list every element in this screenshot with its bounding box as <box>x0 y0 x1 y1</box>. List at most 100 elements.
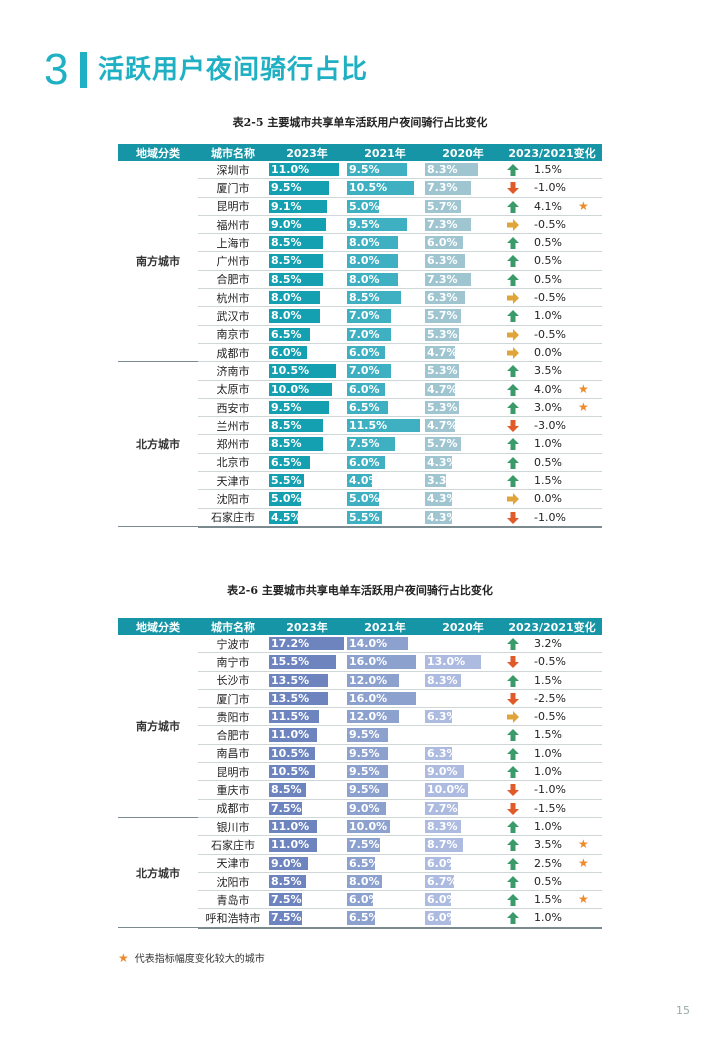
table-row: 长沙市 13.5% 12.0% 8.3% 1.5% <box>118 671 602 690</box>
change-cell: -1.0% <box>502 178 602 198</box>
bar-cell-y2023: 8.5% <box>268 233 346 253</box>
bar-cell-y2020: 6.0% <box>424 233 502 253</box>
change-cell: 1.5% <box>502 161 602 180</box>
bar-fill <box>347 437 395 451</box>
change-cell: -0.5% <box>502 707 602 727</box>
bar-value: 8.3% <box>427 673 458 687</box>
bar-cell-y2020: 7.3% <box>424 215 502 235</box>
bar-value: 4.3% <box>427 492 458 506</box>
bar-fill <box>347 345 385 360</box>
bar-cell-y2023: 10.5% <box>268 744 346 764</box>
column-header: 城市名称 <box>198 144 268 161</box>
bar-value: 8.5% <box>271 272 302 286</box>
bar-fill <box>269 437 323 451</box>
bar-value: 11.0% <box>271 838 310 852</box>
bar-value: 6.0% <box>427 856 458 870</box>
bar-cell-y2021: 6.0% <box>346 343 424 363</box>
change-cell: 1.5% <box>502 725 602 745</box>
bar-cell-y2021: 10.5% <box>346 178 424 198</box>
bar-cell-y2023: 8.5% <box>268 270 346 290</box>
bar-fill <box>425 673 461 687</box>
bar-fill <box>425 419 455 433</box>
section-title: 活跃用户夜间骑行占比 <box>98 55 369 85</box>
bar-cell-y2021: 8.5% <box>346 288 424 308</box>
bar-value: 6.0% <box>349 345 380 359</box>
bar-fill <box>347 893 373 907</box>
bar-value: 5.7% <box>427 437 458 451</box>
change-cell: 1.0% <box>502 306 602 326</box>
bar-value: 10.5% <box>349 181 388 195</box>
table-row: 天津市 5.5% 4.0% 3.3% 1.5% <box>118 471 602 491</box>
change-cell: 4.0% ★ <box>502 380 602 399</box>
bar-cell-y2023: 10.5% <box>268 762 346 782</box>
bar-cell-y2020: 5.3% <box>424 325 502 344</box>
bar-cell-y2020: 5.7% <box>424 306 502 326</box>
bar-cell-y2021: 10.0% <box>346 817 424 837</box>
table-header-row: 地域分类 城市名称 2023年 2021年 2020年 2023/2021变化 <box>118 144 602 161</box>
bar-cell-y2021: 7.0% <box>346 325 424 344</box>
arrow-down-icon <box>507 784 519 797</box>
star-icon: ★ <box>578 837 589 852</box>
change-cell: 1.5% <box>502 671 602 690</box>
change-value: -1.0% <box>534 181 566 195</box>
bar-value: 6.7% <box>427 874 458 888</box>
table-row: 厦门市 13.5% 16.0% -2.5% <box>118 689 602 709</box>
bar-value: 10.5% <box>271 364 310 378</box>
table-row: 青岛市 7.5% 6.0% 6.0% 1.5% ★ <box>118 890 602 910</box>
city-name: 武汉市 <box>198 306 268 326</box>
bar-cell-y2021: 7.0% <box>346 361 424 381</box>
column-header: 地域分类 <box>118 144 198 161</box>
table-row: 石家庄市 4.5% 5.5% 4.3% -1.0% <box>118 508 602 528</box>
arrow-right-icon <box>507 328 519 341</box>
legend-note: ★ 代表指标幅度变化较大的城市 <box>118 950 265 965</box>
bar-value: 9.0% <box>271 217 302 231</box>
bar-cell-y2021: 16.0% <box>346 689 424 709</box>
arrow-up-icon <box>507 638 519 650</box>
city-name: 合肥市 <box>198 725 268 745</box>
arrow-down-icon <box>507 656 519 669</box>
bar-cell-y2020: 8.7% <box>424 835 502 855</box>
table-row: 合肥市 11.0% 9.5% 1.5% <box>118 725 602 745</box>
bar-cell-y2021: 6.5% <box>346 908 424 929</box>
bar-cell-y2023: 6.5% <box>268 453 346 473</box>
bar-value: 12.0% <box>349 673 388 687</box>
bar-cell-y2020 <box>424 725 502 745</box>
bar-cell-y2023: 11.0% <box>268 817 346 837</box>
table1-caption: 表2-5 主要城市共享单车活跃用户夜间骑行占比变化 <box>232 116 488 129</box>
bar-value: 6.0% <box>349 455 380 469</box>
bar-fill <box>269 236 323 250</box>
bar-fill <box>269 911 302 925</box>
bar-value: 16.0% <box>349 655 388 669</box>
bar-fill <box>269 272 323 287</box>
bar-cell-y2020: 6.3% <box>424 707 502 727</box>
bar-fill <box>425 474 446 488</box>
change-value: 1.0% <box>534 819 562 833</box>
bar-fill <box>269 783 306 797</box>
bar-cell-y2021: 9.5% <box>346 780 424 800</box>
change-cell: 1.5% ★ <box>502 890 602 910</box>
bar-cell-y2023: 9.5% <box>268 178 346 198</box>
bar-cell-y2021: 8.0% <box>346 872 424 892</box>
bar-cell-y2023: 7.5% <box>268 799 346 818</box>
city-name: 厦门市 <box>198 689 268 709</box>
arrow-up-icon <box>507 255 519 268</box>
bar-value: 9.5% <box>271 181 302 195</box>
change-cell: -0.5% <box>502 325 602 344</box>
bar-cell-y2021: 7.0% <box>346 306 424 326</box>
city-name: 厦门市 <box>198 178 268 198</box>
city-name: 杭州市 <box>198 288 268 308</box>
change-value: 0.5% <box>534 455 562 469</box>
table-row: 成都市 7.5% 9.0% 7.7% -1.5% <box>118 799 602 818</box>
bar-cell-y2023: 10.5% <box>268 361 346 381</box>
table-row: 南昌市 10.5% 9.5% 6.3% 1.0% <box>118 744 602 764</box>
bar-fill <box>425 437 461 451</box>
bar-fill <box>347 217 407 232</box>
bar-fill <box>347 419 420 433</box>
arrow-up-icon <box>507 383 519 396</box>
bar-value: 8.3% <box>427 819 458 833</box>
arrow-right-icon <box>507 292 519 305</box>
bar-fill <box>425 217 471 232</box>
star-icon: ★ <box>578 892 589 907</box>
column-header: 2023年 <box>268 618 346 635</box>
bar-value: 6.5% <box>349 911 380 925</box>
